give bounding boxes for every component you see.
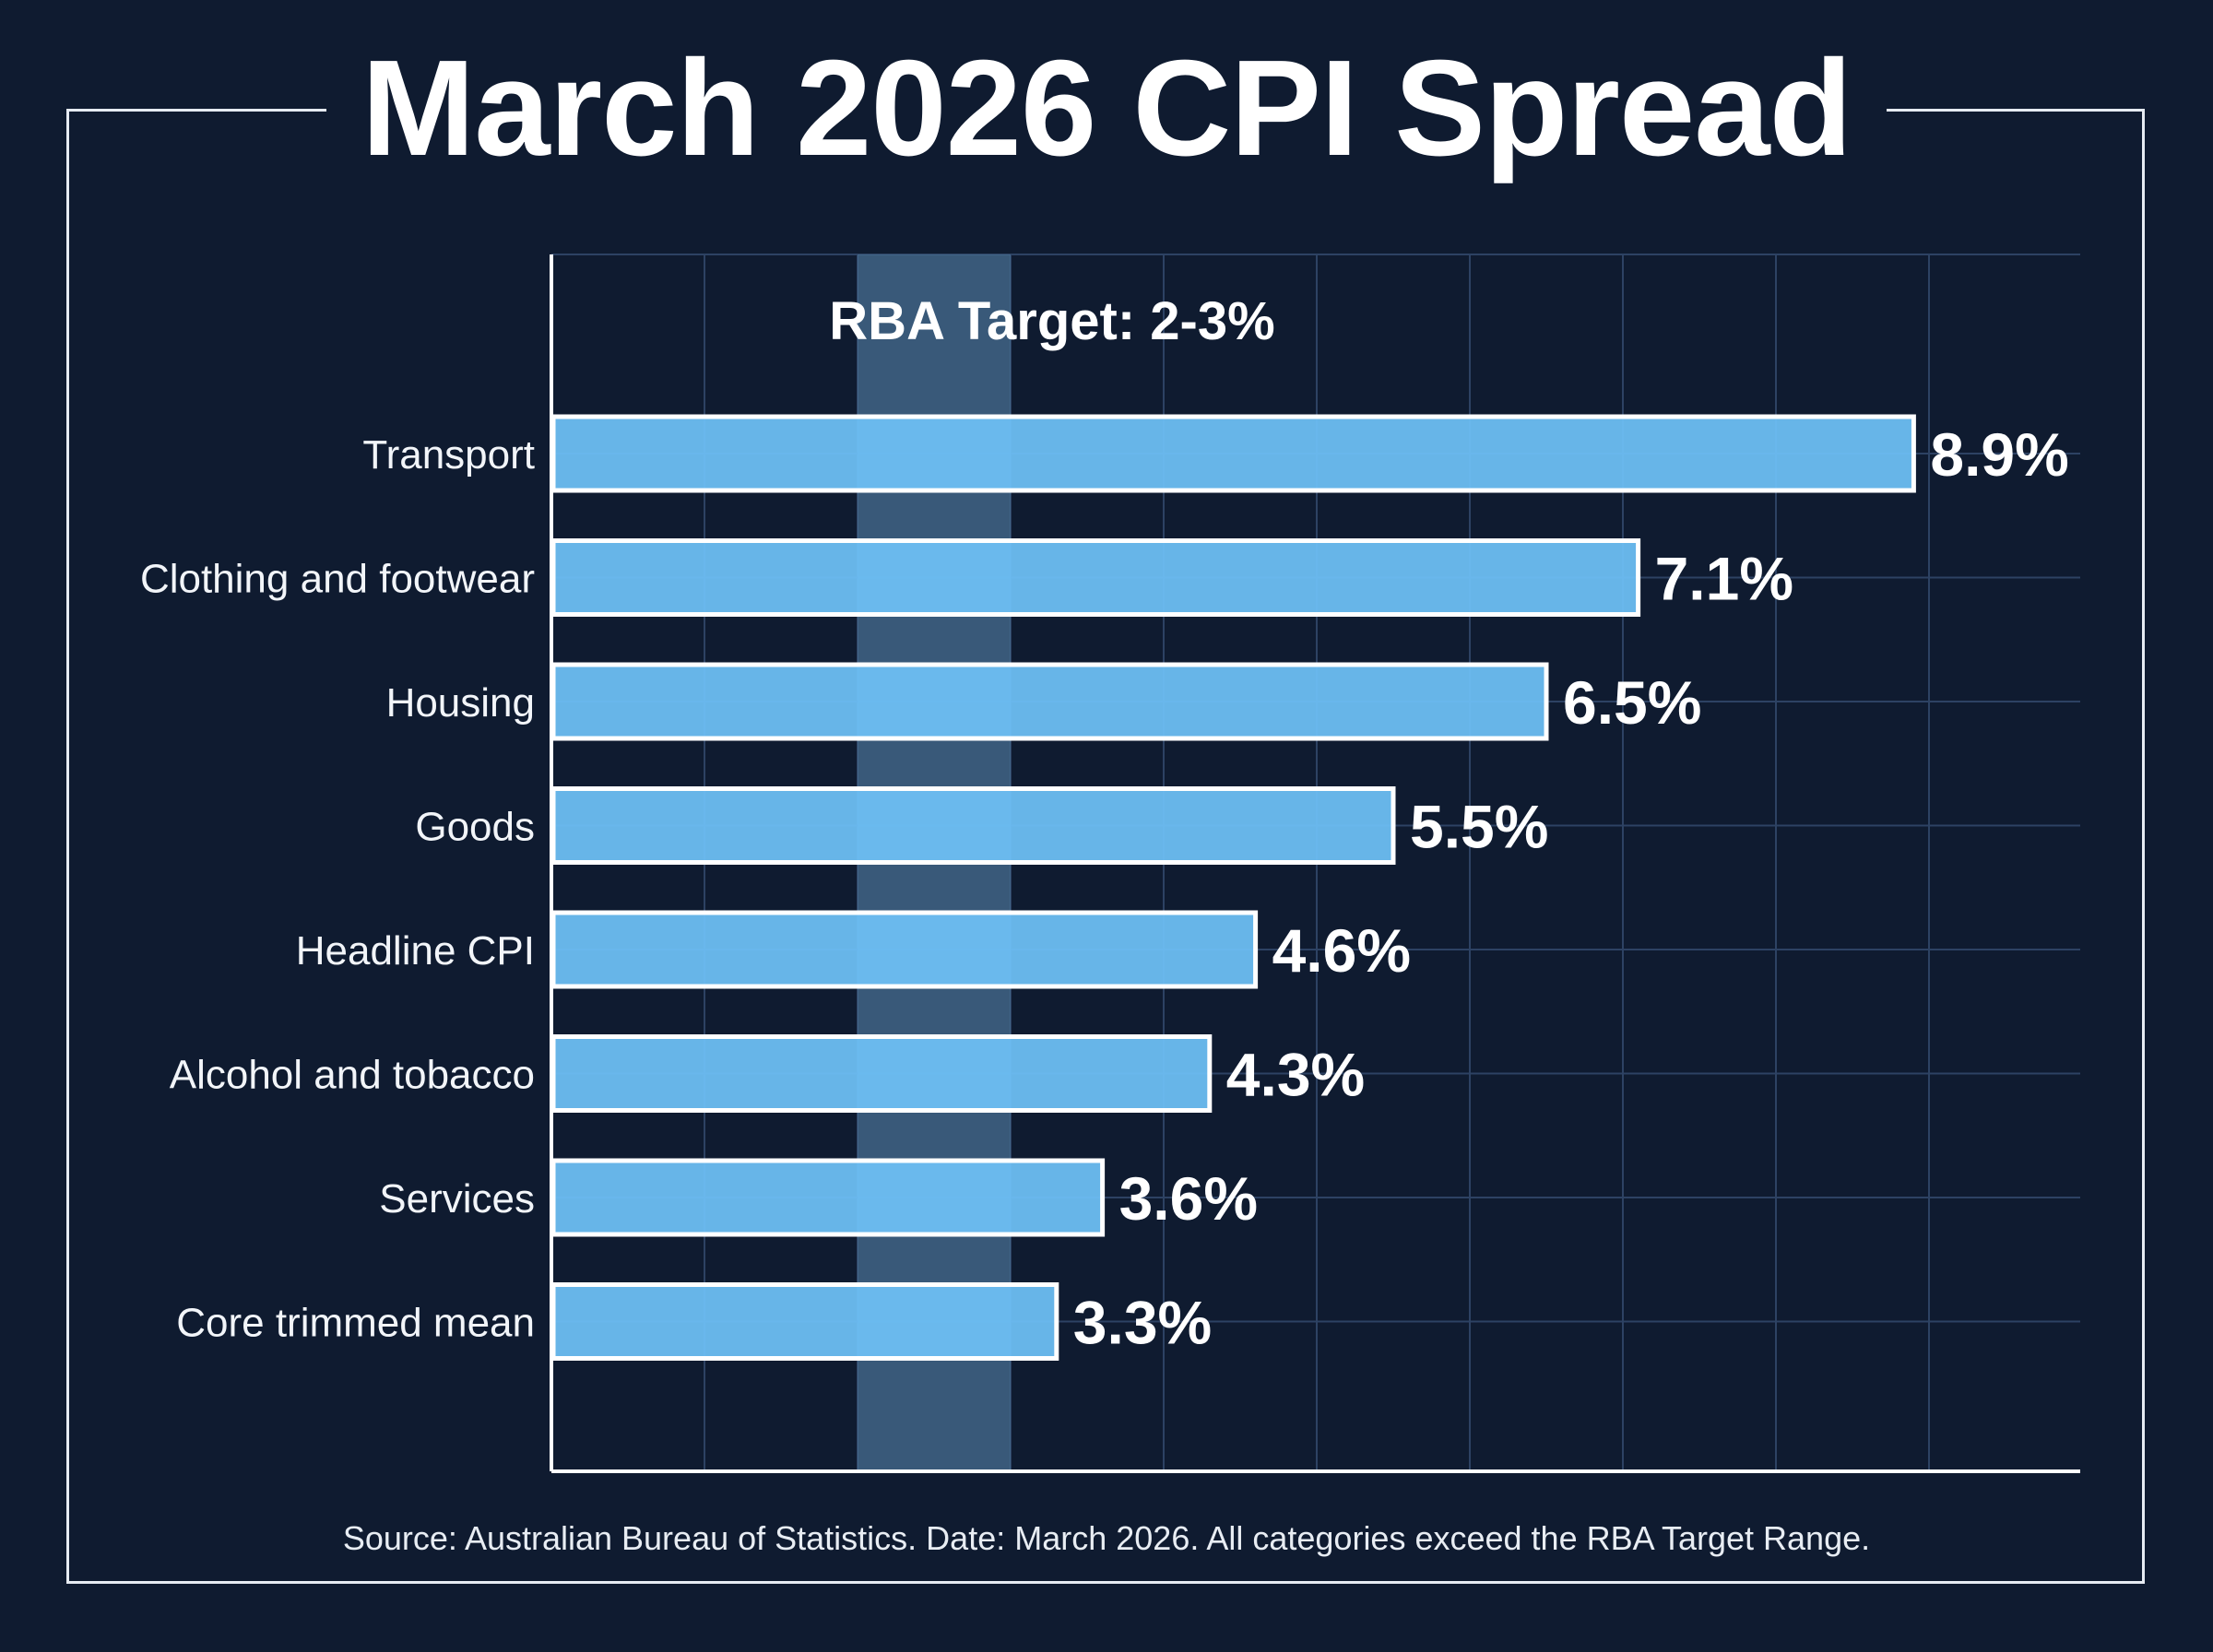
- category-label: Core trimmed mean: [176, 1301, 535, 1346]
- value-label: 8.9%: [1930, 420, 2068, 489]
- bar: [550, 414, 1916, 493]
- value-label: 4.6%: [1272, 916, 1411, 985]
- category-label: Headline CPI: [296, 928, 535, 974]
- category-label: Services: [379, 1176, 535, 1221]
- category-label: Housing: [386, 680, 535, 726]
- bar: [550, 910, 1259, 989]
- value-label: 3.3%: [1073, 1289, 1212, 1357]
- bar: [550, 1034, 1213, 1113]
- axes-group: [550, 254, 2080, 1473]
- category-label: Goods: [415, 805, 535, 850]
- bar: [550, 1282, 1059, 1361]
- chart-title: March 2026 CPI Spread: [0, 37, 2213, 180]
- bar: [550, 1158, 1106, 1237]
- bar: [550, 538, 1641, 617]
- source-note: Source: Australian Bureau of Statistics.…: [342, 1519, 1871, 1557]
- bar: [550, 662, 1549, 741]
- value-label: 5.5%: [1410, 793, 1548, 861]
- value-label: 3.6%: [1119, 1164, 1258, 1233]
- bar: [550, 786, 1396, 865]
- value-label: 6.5%: [1563, 668, 1701, 737]
- target-band-label: RBA Target: 2-3%: [829, 291, 1274, 351]
- value-label: 4.3%: [1226, 1041, 1365, 1109]
- chart-title-text: March 2026 CPI Spread: [326, 37, 1887, 180]
- category-label: Transport: [362, 432, 535, 478]
- value-label: 7.1%: [1655, 545, 1793, 613]
- labels-group: Transport 8.9% Clothing and footwear 7.1% Ho…: [140, 420, 2069, 1357]
- category-label: Clothing and footwear: [140, 557, 535, 602]
- category-label: Alcohol and tobacco: [170, 1053, 535, 1098]
